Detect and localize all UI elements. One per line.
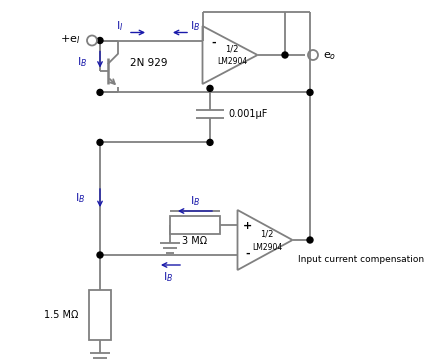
Circle shape bbox=[97, 38, 103, 43]
Text: e$_o$: e$_o$ bbox=[323, 50, 336, 62]
Circle shape bbox=[97, 89, 103, 96]
Text: LM2904: LM2904 bbox=[217, 58, 247, 67]
Text: +e$_I$: +e$_I$ bbox=[60, 33, 80, 46]
Text: 3 MΩ: 3 MΩ bbox=[183, 236, 208, 246]
Circle shape bbox=[282, 52, 288, 58]
Text: -: - bbox=[212, 38, 216, 47]
Text: I$_B$: I$_B$ bbox=[163, 270, 173, 284]
Text: Input current compensation: Input current compensation bbox=[297, 256, 423, 265]
Text: 1/2: 1/2 bbox=[225, 45, 239, 54]
Text: 0.001μF: 0.001μF bbox=[228, 109, 267, 119]
Text: I$_B$: I$_B$ bbox=[190, 194, 200, 208]
Text: I$_I$: I$_I$ bbox=[116, 20, 124, 33]
Text: +: + bbox=[243, 221, 252, 231]
Text: 2N 929: 2N 929 bbox=[130, 58, 168, 67]
Text: 1.5 MΩ: 1.5 MΩ bbox=[44, 310, 78, 320]
Bar bbox=[89, 290, 111, 340]
Text: I$_B$: I$_B$ bbox=[77, 56, 87, 70]
Text: LM2904: LM2904 bbox=[252, 243, 282, 252]
Text: I$_B$: I$_B$ bbox=[190, 20, 200, 33]
Bar bbox=[170, 216, 220, 234]
Circle shape bbox=[207, 139, 213, 146]
Circle shape bbox=[307, 89, 313, 96]
Text: 1/2: 1/2 bbox=[260, 230, 274, 239]
Circle shape bbox=[97, 139, 103, 146]
Text: I$_B$: I$_B$ bbox=[75, 191, 85, 205]
Circle shape bbox=[97, 252, 103, 258]
Circle shape bbox=[307, 237, 313, 243]
Text: -: - bbox=[245, 249, 250, 259]
Circle shape bbox=[207, 85, 213, 91]
